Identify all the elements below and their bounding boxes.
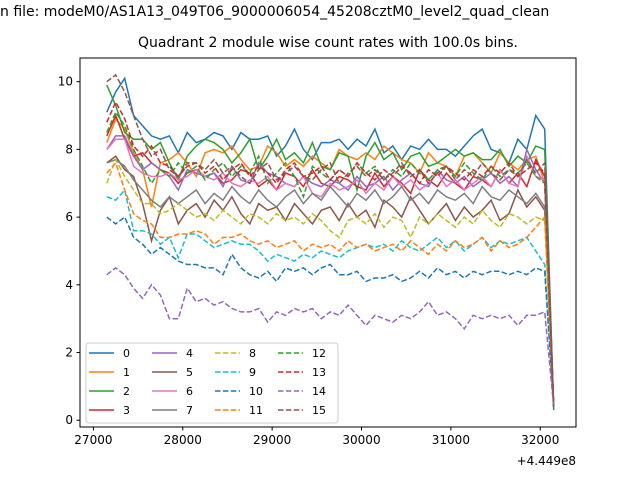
chart-title: Quadrant 2 module wise count rates with … xyxy=(138,35,518,51)
legend-label-4: 4 xyxy=(186,347,193,360)
legend-label-14: 14 xyxy=(312,385,326,398)
y-tick-label: 0 xyxy=(65,413,73,427)
legend-label-5: 5 xyxy=(186,366,193,379)
y-tick-label: 10 xyxy=(58,75,73,89)
axes-frame xyxy=(79,57,577,428)
legend-label-8: 8 xyxy=(249,347,256,360)
legend-label-9: 9 xyxy=(249,366,256,379)
series-line-0 xyxy=(106,76,555,411)
series-line-9 xyxy=(106,188,555,407)
legend-label-2: 2 xyxy=(123,385,130,398)
figure-suptitle: n file: modeM0/AS1A13_049T06_9000006054_… xyxy=(0,4,550,20)
series-lines xyxy=(106,73,555,411)
legend-label-15: 15 xyxy=(312,404,326,417)
legend-label-7: 7 xyxy=(186,404,193,417)
legend-label-12: 12 xyxy=(312,347,326,360)
legend-box xyxy=(85,342,339,424)
x-tick-label: 29000 xyxy=(253,433,291,447)
series-line-15 xyxy=(106,73,555,407)
series-line-8 xyxy=(106,157,555,407)
series-line-13 xyxy=(106,100,555,407)
legend-label-11: 11 xyxy=(249,404,263,417)
series-line-7 xyxy=(106,158,555,407)
legend-label-13: 13 xyxy=(312,366,326,379)
x-offset-label: +4.449e8 xyxy=(517,454,576,468)
x-tick-label: 31000 xyxy=(432,433,470,447)
series-line-14 xyxy=(106,266,555,407)
legend-label-1: 1 xyxy=(123,366,130,379)
y-tick-label: 8 xyxy=(65,142,73,156)
legend-label-6: 6 xyxy=(186,385,193,398)
y-tick-label: 6 xyxy=(65,210,73,224)
series-line-6 xyxy=(106,138,555,407)
x-tick-label: 30000 xyxy=(342,433,380,447)
series-line-5 xyxy=(106,155,555,407)
x-tick-label: 32000 xyxy=(521,433,559,447)
x-tick-label: 28000 xyxy=(164,433,202,447)
legend-label-10: 10 xyxy=(249,385,263,398)
series-line-10 xyxy=(106,215,555,407)
legend-label-3: 3 xyxy=(123,404,130,417)
x-tick-label: 27000 xyxy=(74,433,112,447)
legend-label-0: 0 xyxy=(123,347,130,360)
y-tick-label: 4 xyxy=(65,278,73,292)
y-tick-label: 2 xyxy=(65,346,73,360)
